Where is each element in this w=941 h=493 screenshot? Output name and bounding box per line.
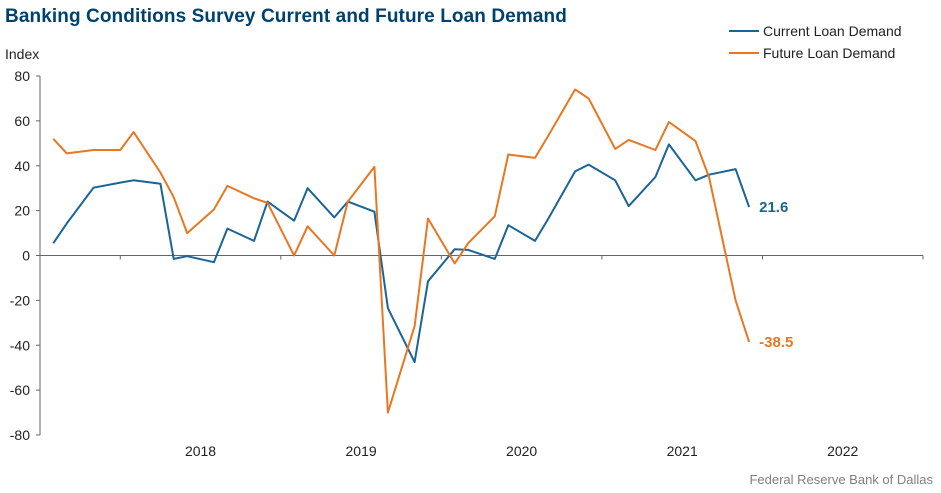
y-axis-label: Index [5, 46, 39, 62]
x-tick-label: 2018 [185, 443, 216, 459]
y-tick-label: 80 [14, 68, 30, 84]
chart-legend: Current Loan Demand Future Loan Demand [729, 20, 902, 64]
series-lines [52, 88, 751, 414]
chart-title: Banking Conditions Survey Current and Fu… [5, 6, 567, 27]
y-tick-label: -40 [10, 337, 30, 353]
y-tick-label: -20 [10, 292, 30, 308]
series-line-future [52, 88, 751, 414]
x-tick-label: 2019 [346, 443, 377, 459]
y-tick-label: 60 [14, 113, 30, 129]
legend-label-current: Current Loan Demand [763, 23, 902, 39]
legend-label-future: Future Loan Demand [763, 45, 896, 61]
y-tick-label: 40 [14, 158, 30, 174]
legend-swatch-future [729, 52, 759, 54]
x-axis: 2018 2019 2020 2021 2022 [40, 255, 924, 459]
y-tick-label: 20 [14, 203, 30, 219]
source-note: Federal Reserve Bank of Dallas [749, 472, 933, 487]
y-axis: 80 60 40 20 0 -20 -40 -60 -80 [10, 68, 41, 443]
series-line-current [52, 143, 751, 364]
legend-item-current: Current Loan Demand [729, 20, 902, 42]
legend-item-future: Future Loan Demand [729, 42, 902, 64]
y-tick-label: -80 [10, 427, 30, 443]
end-label-current: 21.6 [759, 199, 788, 216]
x-tick-label: 2021 [667, 443, 698, 459]
y-tick-label: -60 [10, 382, 30, 398]
end-labels: 21.6 -38.5 [759, 199, 793, 351]
end-label-future: -38.5 [759, 334, 793, 351]
x-tick-label: 2020 [506, 443, 537, 459]
legend-swatch-current [729, 30, 759, 32]
y-tick-label: 0 [22, 248, 30, 264]
x-tick-label: 2022 [827, 443, 858, 459]
